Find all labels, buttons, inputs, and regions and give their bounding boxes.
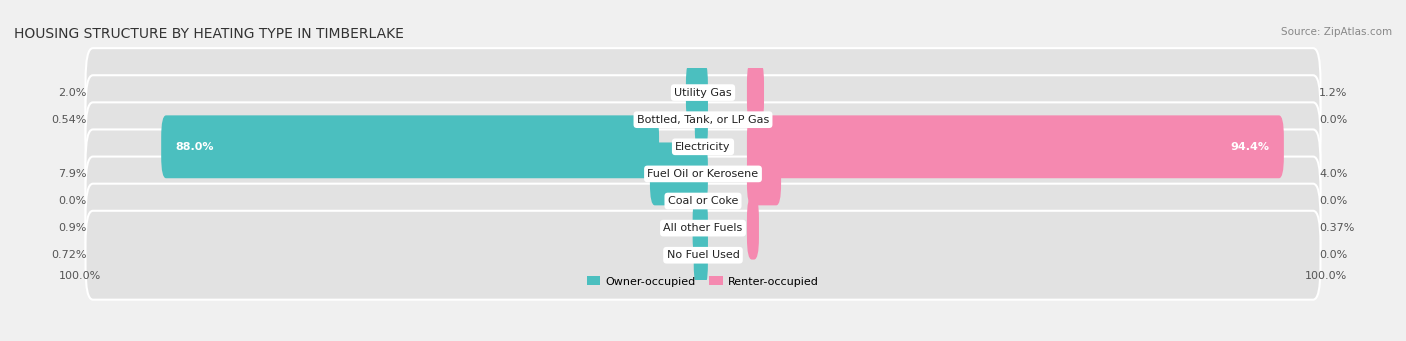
Text: Electricity: Electricity [675, 142, 731, 152]
Text: 1.2%: 1.2% [1319, 88, 1347, 98]
Text: 100.0%: 100.0% [1305, 271, 1347, 281]
Text: Fuel Oil or Kerosene: Fuel Oil or Kerosene [647, 169, 759, 179]
FancyBboxPatch shape [86, 75, 1320, 164]
Text: 0.37%: 0.37% [1319, 223, 1354, 233]
FancyBboxPatch shape [650, 143, 707, 205]
Text: All other Fuels: All other Fuels [664, 223, 742, 233]
Text: 100.0%: 100.0% [59, 271, 101, 281]
FancyBboxPatch shape [86, 48, 1320, 137]
FancyBboxPatch shape [693, 197, 707, 260]
Text: Coal or Coke: Coal or Coke [668, 196, 738, 206]
FancyBboxPatch shape [686, 61, 707, 124]
FancyBboxPatch shape [747, 197, 759, 260]
Text: 0.72%: 0.72% [51, 250, 87, 260]
FancyBboxPatch shape [747, 143, 782, 205]
FancyBboxPatch shape [86, 157, 1320, 246]
Text: Source: ZipAtlas.com: Source: ZipAtlas.com [1281, 27, 1392, 37]
FancyBboxPatch shape [86, 130, 1320, 218]
Legend: Owner-occupied, Renter-occupied: Owner-occupied, Renter-occupied [582, 272, 824, 291]
Text: 0.0%: 0.0% [1319, 250, 1347, 260]
FancyBboxPatch shape [747, 61, 763, 124]
Text: 2.0%: 2.0% [59, 88, 87, 98]
FancyBboxPatch shape [695, 88, 707, 151]
Text: 0.0%: 0.0% [1319, 196, 1347, 206]
Text: Utility Gas: Utility Gas [675, 88, 731, 98]
FancyBboxPatch shape [693, 224, 707, 287]
Text: 94.4%: 94.4% [1230, 142, 1270, 152]
Text: 0.54%: 0.54% [52, 115, 87, 125]
FancyBboxPatch shape [162, 115, 659, 178]
Text: Bottled, Tank, or LP Gas: Bottled, Tank, or LP Gas [637, 115, 769, 125]
FancyBboxPatch shape [86, 102, 1320, 191]
Text: 7.9%: 7.9% [58, 169, 87, 179]
Text: 0.0%: 0.0% [1319, 115, 1347, 125]
FancyBboxPatch shape [747, 115, 1284, 178]
Text: 0.0%: 0.0% [59, 196, 87, 206]
Text: 0.9%: 0.9% [59, 223, 87, 233]
Text: 88.0%: 88.0% [176, 142, 214, 152]
Text: No Fuel Used: No Fuel Used [666, 250, 740, 260]
Text: HOUSING STRUCTURE BY HEATING TYPE IN TIMBERLAKE: HOUSING STRUCTURE BY HEATING TYPE IN TIM… [14, 27, 404, 41]
Text: 4.0%: 4.0% [1319, 169, 1347, 179]
FancyBboxPatch shape [86, 184, 1320, 272]
FancyBboxPatch shape [86, 211, 1320, 300]
